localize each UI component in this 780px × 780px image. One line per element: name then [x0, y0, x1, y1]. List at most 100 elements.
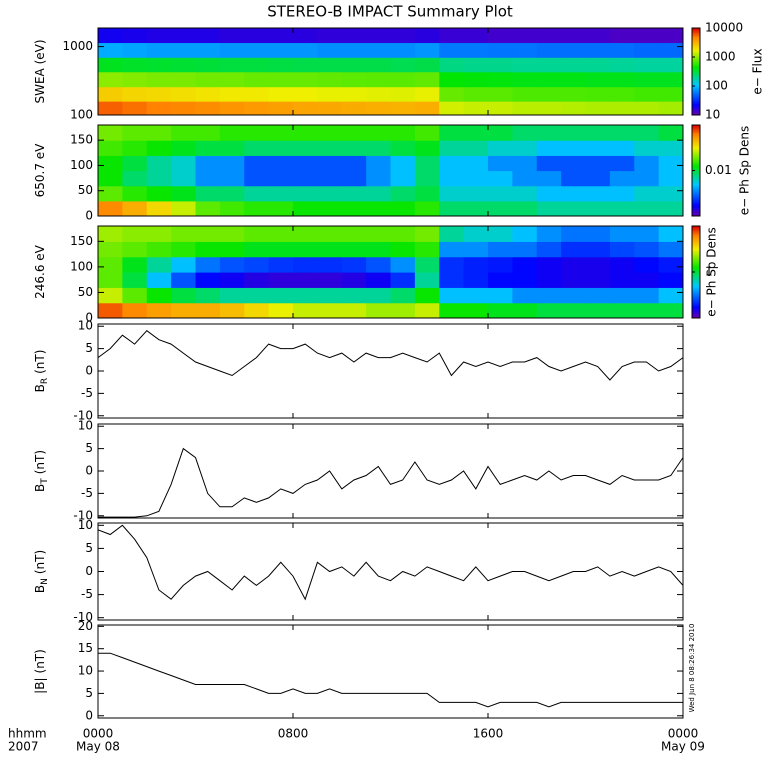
heatmap-cell [414, 272, 440, 288]
heatmap-cell [536, 302, 562, 318]
heatmap-cell [439, 302, 465, 318]
heatmap-cell [390, 125, 416, 141]
heatmap-cell [658, 170, 683, 187]
colorbar-step [692, 109, 700, 112]
heatmap-cell [488, 170, 513, 187]
heatmap-cell [146, 42, 172, 58]
heatmap-cell [268, 28, 294, 44]
heatmap-cell [293, 57, 318, 73]
colorbar-step [692, 55, 700, 58]
heatmap-cell [366, 185, 392, 202]
heatmap-cell [341, 170, 367, 187]
heatmap-cell [390, 272, 416, 288]
y-axis-label-main: B [33, 384, 47, 392]
heatmap-cell [195, 42, 221, 58]
colorbar-step [692, 242, 700, 245]
heatmap-cell [317, 241, 343, 258]
heatmap-cell [268, 57, 294, 73]
y-axis-label-main: |B| [33, 677, 47, 693]
colorbar-label: e− Ph Sp Dens [738, 126, 752, 215]
heatmap-cell [658, 101, 683, 115]
heatmap-cell [122, 28, 148, 44]
heatmap-cell [609, 272, 635, 288]
heatmap-cell [512, 200, 538, 216]
heatmap-cell [244, 226, 270, 242]
colorbar-step [692, 107, 700, 110]
panel-frame [97, 225, 684, 319]
heatmap-cell [585, 101, 611, 115]
panel-frame [97, 124, 684, 217]
heatmap-cell [439, 57, 465, 73]
heatmap-cell [98, 101, 123, 115]
heatmap-cell [561, 42, 587, 58]
heatmap-cell [439, 28, 465, 44]
heatmap-cell [658, 155, 683, 172]
heatmap-cell [585, 287, 611, 304]
colorbar-step [692, 101, 700, 104]
heatmap-cell [171, 155, 197, 172]
heatmap-cell [658, 28, 683, 44]
heatmap-cell [317, 155, 343, 172]
heatmap-cell [585, 140, 611, 156]
colorbar-step [692, 125, 700, 128]
heatmap-cell [658, 86, 683, 102]
heatmap-cell [341, 256, 367, 273]
heatmap-cell [146, 241, 172, 258]
colorbar-step [692, 106, 700, 109]
heatmap-cell [488, 200, 513, 216]
heatmap-cell [634, 226, 660, 242]
colorbar-step [692, 88, 700, 91]
colorbar-step [692, 264, 700, 267]
heatmap-cell [317, 185, 343, 202]
colorbar-step [692, 233, 700, 236]
heatmap-cell [317, 42, 343, 58]
heatmap-cell [171, 287, 197, 304]
heatmap-cell [561, 125, 587, 141]
colorbar-step [692, 191, 700, 194]
colorbar-step [692, 97, 700, 100]
heatmap-cell [341, 71, 367, 88]
heatmap-cell [609, 28, 635, 44]
colorbar-step [692, 193, 700, 196]
heatmap-cell [122, 302, 148, 318]
colorbar-step [692, 226, 700, 229]
colorbar-step [692, 270, 700, 273]
heatmap-cell [293, 272, 318, 288]
colorbar-step [692, 156, 700, 159]
colorbar-step [692, 276, 700, 279]
y-tick-label: 50 [78, 183, 93, 197]
heatmap-cell [512, 241, 538, 258]
heatmap-cell [268, 287, 294, 304]
heatmap-cell [244, 125, 270, 141]
heatmap-cell [195, 241, 221, 258]
heatmap-cell [634, 256, 660, 273]
heatmap-cell [146, 28, 172, 44]
colorbar-step [692, 206, 700, 209]
heatmap-cell [634, 170, 660, 187]
timestamp: Wed Jun 8 08:26:34 2010 [688, 624, 696, 713]
heatmap-cell [293, 226, 318, 242]
colorbar-step [692, 87, 700, 90]
y-tick-label: 0 [85, 311, 93, 325]
heatmap-cell [98, 28, 123, 44]
heatmap-cell [293, 241, 318, 258]
y-tick-label: 0 [85, 364, 93, 378]
heatmap-cell [658, 272, 683, 288]
heatmap-cell [488, 57, 513, 73]
colorbar-step [692, 235, 700, 238]
heatmap-cell [561, 86, 587, 102]
heatmap-cell [536, 272, 562, 288]
heatmap-cell [98, 185, 123, 202]
heatmap-cell [293, 185, 318, 202]
heatmap-cell [609, 226, 635, 242]
heatmap-cell [658, 302, 683, 318]
colorbar-step [692, 78, 700, 81]
heatmap-cell [195, 185, 221, 202]
colorbar-step [692, 259, 700, 262]
heatmap-cell [609, 287, 635, 304]
colorbar-step [692, 64, 700, 67]
plot-title: STEREO-B IMPACT Summary Plot [267, 3, 513, 21]
heatmap-cell [293, 256, 318, 273]
heatmap-cell [439, 272, 465, 288]
heatmap-cell [439, 42, 465, 58]
